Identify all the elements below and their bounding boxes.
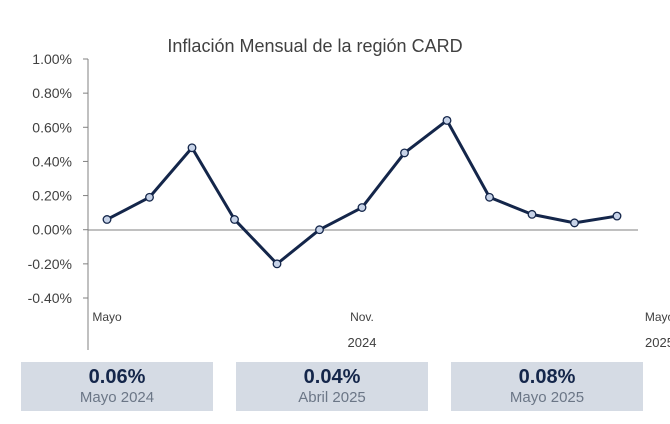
summary-card-mayo-2024: 0.06% Mayo 2024 bbox=[21, 362, 213, 411]
y-tick-label: 0.80% bbox=[32, 85, 72, 101]
line-chart: Inflación Mensual de la región CARD 1.00… bbox=[28, 36, 670, 350]
summary-card-mayo-2025: 0.08% Mayo 2025 bbox=[451, 362, 643, 411]
x-year-label: 2025 bbox=[645, 335, 670, 350]
series-line bbox=[105, 118, 619, 266]
summary-card-value: 0.06% bbox=[88, 366, 146, 388]
y-axis: 1.00% 0.80% 0.60% 0.40% 0.20% 0.00% -0.20% -0.4… bbox=[28, 51, 89, 350]
y-tick-label: 0.20% bbox=[32, 188, 72, 204]
data-point bbox=[400, 148, 409, 158]
data-point bbox=[272, 259, 282, 269]
data-point bbox=[442, 116, 452, 125]
y-tick-label: 1.00% bbox=[32, 51, 72, 67]
data-point bbox=[145, 192, 154, 202]
summary-card-value: 0.04% bbox=[303, 366, 361, 388]
x-tick-label: Mayo bbox=[92, 310, 122, 324]
data-point bbox=[230, 215, 239, 224]
data-point bbox=[357, 203, 367, 212]
x-axis: Mayo Nov. Mayo 2024 2025 bbox=[88, 229, 670, 350]
chart-title: Inflación Mensual de la región CARD bbox=[167, 36, 462, 56]
summary-card-label: Abril 2025 bbox=[298, 389, 366, 406]
summary-card-label: Mayo 2025 bbox=[509, 389, 585, 406]
x-tick-label: Mayo bbox=[645, 310, 670, 324]
data-point bbox=[102, 215, 112, 224]
data-point bbox=[187, 143, 197, 153]
y-tick-label: -0.20% bbox=[28, 256, 72, 272]
y-tick-label: -0.40% bbox=[28, 290, 72, 306]
x-tick-label: Nov. bbox=[350, 310, 374, 324]
data-point bbox=[485, 192, 494, 202]
y-tick-label: 0.40% bbox=[32, 153, 72, 169]
data-point bbox=[612, 211, 622, 221]
x-year-label: 2024 bbox=[348, 335, 377, 350]
summary-card-value: 0.08% bbox=[518, 366, 576, 388]
y-tick-label: 0.00% bbox=[32, 222, 72, 238]
data-point bbox=[570, 218, 579, 228]
summary-card-label: Mayo 2024 bbox=[79, 389, 155, 406]
summary-card-abril-2025: 0.04% Abril 2025 bbox=[236, 362, 428, 411]
data-point bbox=[315, 225, 324, 235]
series-inflation bbox=[102, 116, 622, 269]
data-point bbox=[527, 209, 537, 219]
y-tick-label: 0.60% bbox=[32, 119, 72, 135]
